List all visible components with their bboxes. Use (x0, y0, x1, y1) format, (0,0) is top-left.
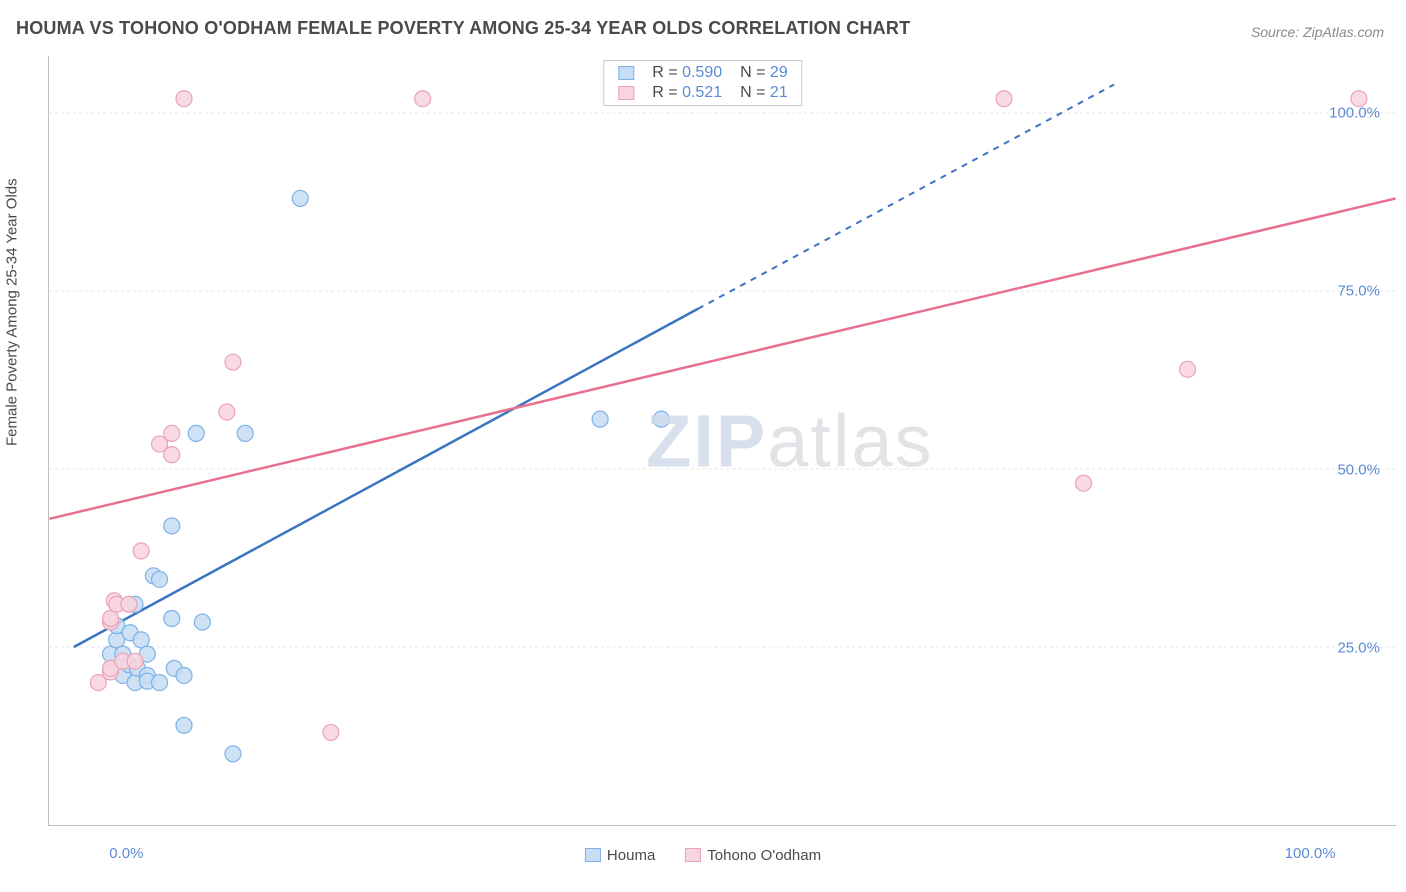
stats-row-houma: R = 0.590 N = 29 (604, 63, 801, 83)
legend-item-houma: Houma (585, 847, 655, 864)
swatch-tohono-icon (618, 86, 634, 100)
legend-swatch-houma-icon (585, 848, 601, 862)
y-tick-label: 100.0% (1329, 105, 1380, 122)
stats-r-value-houma: 0.590 (682, 64, 722, 81)
stats-r-label: R = 0.590 (652, 64, 722, 82)
x-tick-label: 100.0% (1285, 845, 1336, 862)
series-legend: Houma Tohono O'odham (585, 847, 821, 864)
chart-svg (49, 56, 1396, 825)
stats-row-tohono: R = 0.521 N = 21 (604, 83, 801, 103)
stats-n-value-tohono: 21 (770, 84, 788, 101)
legend-label-houma: Houma (607, 847, 655, 864)
chart-title: HOUMA VS TOHONO O'ODHAM FEMALE POVERTY A… (16, 18, 910, 39)
plot-area: ZIPatlas (48, 56, 1396, 826)
swatch-houma-icon (618, 66, 634, 80)
stats-n-label: N = 21 (740, 84, 788, 102)
y-tick-label: 50.0% (1337, 461, 1380, 478)
y-tick-label: 25.0% (1337, 639, 1380, 656)
legend-label-tohono: Tohono O'odham (707, 847, 821, 864)
y-axis-label: Female Poverty Among 25-34 Year Olds (4, 178, 21, 446)
stats-legend-box: R = 0.590 N = 29 R = 0.521 N = 21 (603, 60, 802, 106)
legend-swatch-tohono-icon (685, 848, 701, 862)
legend-item-tohono: Tohono O'odham (685, 847, 821, 864)
y-tick-label: 75.0% (1337, 283, 1380, 300)
stats-r-value-tohono: 0.521 (682, 84, 722, 101)
source-attribution: Source: ZipAtlas.com (1251, 24, 1384, 40)
x-tick-label: 0.0% (109, 845, 143, 862)
stats-n-value-houma: 29 (770, 64, 788, 81)
stats-r-label: R = 0.521 (652, 84, 722, 102)
stats-n-label: N = 29 (740, 64, 788, 82)
